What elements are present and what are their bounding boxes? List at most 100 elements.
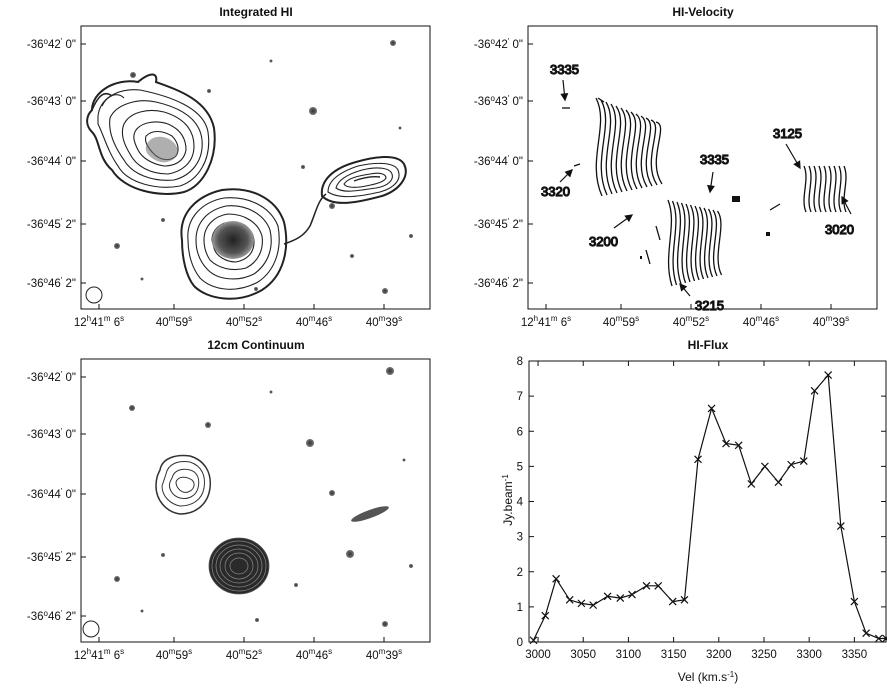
flux-point-marker (760, 462, 769, 471)
hi-flux-frame (528, 360, 887, 643)
velocity-contour-line (694, 205, 700, 281)
hi-velocity-dec-tick-label: -36o46' 2" (474, 276, 523, 290)
velocity-annotation-arrowhead (624, 214, 634, 223)
continuum-ra-tick-label: 40m39s (366, 647, 402, 662)
velocity-contour-line (698, 206, 705, 280)
integrated-hi-panel: Integrated HI (80, 5, 431, 310)
integrated-hi-ra-tick-label: 40m59s (156, 314, 192, 329)
flux-point-marker (707, 404, 716, 413)
velocity-annotation-arrowhead (560, 93, 569, 102)
velocity-annotation-arrowhead (707, 184, 715, 194)
hi-flux-xlabel: Vel (km.s-1) (678, 670, 738, 684)
velocity-annotation-arrowhead (793, 160, 801, 170)
velocity-contour-line (630, 111, 638, 190)
flux-point-marker (577, 599, 586, 608)
hi-contours-galaxy-1 (86, 73, 216, 195)
y-tick-label: 4 (517, 497, 524, 509)
velocity-contour-line (833, 165, 837, 213)
velocity-contour-line (635, 113, 643, 189)
integrated-hi-dec-tick-label: -36o42' 0" (27, 37, 76, 51)
flux-point-marker (734, 441, 743, 450)
continuum-title: 12cm Continuum (207, 338, 304, 352)
velocity-annotation-label: 3125 (773, 126, 802, 141)
integrated-hi-ra-tick-label: 40m52s (226, 314, 262, 329)
velocity-annotation-label: 3320 (541, 184, 570, 199)
hi-velocity-dec-tick-label: -36o45' 2" (474, 217, 523, 231)
hi-contours-galaxy-2 (180, 188, 327, 300)
continuum-contours-1 (155, 454, 212, 515)
integrated-hi-stars (114, 40, 413, 294)
hi-flux-ticks: 3000 3050 3100 3150 3200 3250 3300 3350 0 1 2 3 4 5 6 7… (517, 356, 886, 661)
hi-velocity-panel: HI-Velocity 3335 3320 3200 3335 3215 3125 3020 (527, 5, 878, 314)
velocity-contour-line (818, 165, 822, 213)
continuum-ra-tick-label: 12h41m 6s (74, 647, 124, 662)
velocity-annotation-label: 3215 (695, 298, 724, 313)
velocity-contour-line (655, 121, 663, 185)
hi-velocity-ra-tick-label: 40m59s (603, 314, 639, 329)
flux-point-marker (642, 581, 651, 590)
integrated-hi-title: Integrated HI (219, 5, 292, 19)
flux-point-marker (836, 522, 845, 531)
velocity-annotation-label: 3335 (550, 62, 579, 77)
velocity-annotation-label: 3020 (825, 222, 854, 237)
flux-point-marker (799, 457, 808, 466)
integrated-hi-dec-tick-label: -36o43' 0" (27, 94, 76, 108)
velocity-contour-line (605, 101, 613, 195)
velocity-contour-fragment (573, 163, 581, 167)
velocity-contour-line (610, 103, 618, 194)
flux-point-marker (603, 592, 612, 601)
velocity-contour-line (667, 199, 673, 287)
velocity-contour-line (680, 202, 687, 284)
y-tick-label: 3 (517, 532, 523, 544)
velocity-contour-line (676, 201, 682, 285)
integrated-hi-frame (80, 25, 431, 310)
continuum-dec-tick-label: -36o46' 2" (27, 609, 76, 623)
flux-point-marker (850, 597, 859, 606)
y-tick-label: 5 (517, 461, 523, 473)
continuum-ra-tick-label: 40m46s (296, 647, 332, 662)
y-tick-label: 6 (517, 426, 523, 438)
flux-point-marker (774, 478, 783, 487)
integrated-hi-dec-tick-label: -36o45' 2" (27, 217, 76, 231)
hi-velocity-dec-tick-label: -36o43' 0" (474, 94, 523, 108)
velocity-contour-fragment (645, 249, 651, 265)
velocity-annotation-label: 3200 (589, 234, 618, 249)
hi-flux-ylabel: Jy.beam-1 (501, 474, 515, 526)
beam-ellipse (82, 620, 100, 638)
velocity-contour-line (689, 204, 696, 282)
flux-point-marker (824, 371, 833, 379)
flux-point-marker (882, 634, 887, 643)
y-tick-label: 8 (517, 356, 523, 368)
x-tick-label: 3200 (706, 649, 732, 661)
velocity-contour-line (645, 117, 653, 187)
flux-point-marker (680, 595, 689, 604)
hi-emission-fill-2 (212, 221, 254, 259)
hi-flux-title: HI-Flux (688, 338, 729, 352)
velocity-contour-fragment (655, 225, 661, 241)
continuum-contours-2 (208, 537, 270, 595)
beam-ellipse (85, 286, 103, 304)
velocity-contours (562, 97, 847, 287)
edge-on-galaxy (351, 506, 389, 522)
velocity-contour-line (808, 165, 812, 213)
velocity-contour-line (803, 165, 807, 213)
integrated-hi-dec-tick-label: -36o46' 2" (27, 276, 76, 290)
flux-point-marker (565, 595, 574, 604)
velocity-contour-line (595, 97, 603, 197)
x-tick-label: 3100 (616, 649, 642, 661)
flux-point-marker (810, 386, 819, 395)
hi-velocity-dec-tick-label: -36o42' 0" (474, 37, 523, 51)
velocity-specks (640, 196, 770, 259)
x-tick-label: 3250 (751, 649, 777, 661)
velocity-contour-line (703, 207, 709, 279)
velocity-contour-line (813, 165, 817, 213)
continuum-stars (114, 367, 413, 627)
x-tick-label: 3350 (842, 649, 868, 661)
flux-point-marker (722, 439, 730, 448)
velocity-contour-line (823, 165, 827, 213)
velocity-contour-line (615, 105, 623, 193)
velocity-contour-line (838, 165, 842, 213)
continuum-dec-tick-label: -36o44' 0" (27, 487, 76, 501)
velocity-contour-line (625, 109, 633, 191)
